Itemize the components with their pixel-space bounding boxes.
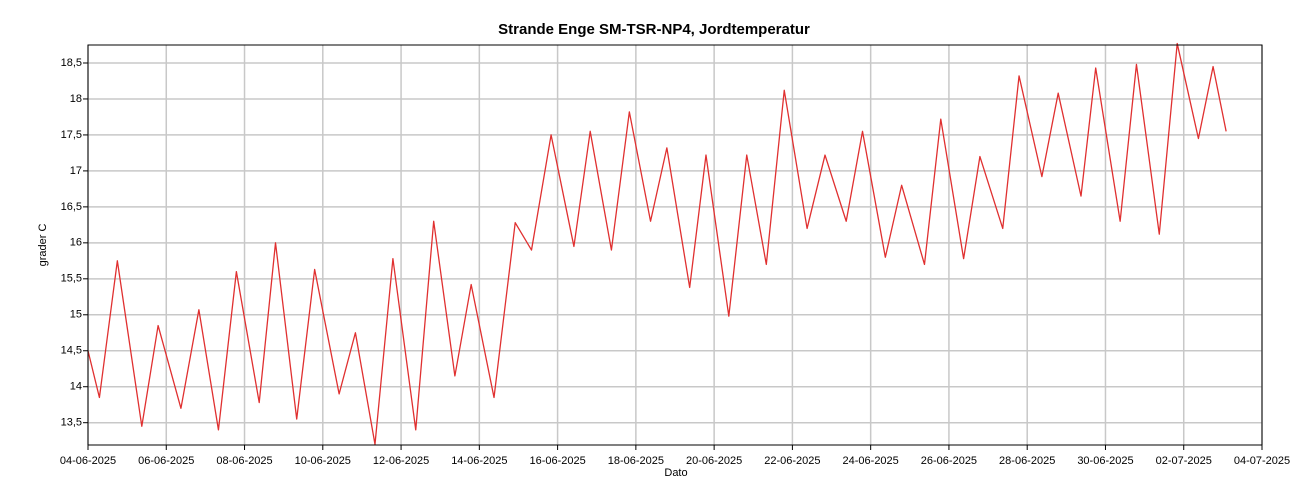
x-tick-label: 10-06-2025: [295, 455, 351, 467]
y-tick-label: 15,5: [61, 273, 82, 285]
x-tick-label: 12-06-2025: [373, 455, 429, 467]
x-tick-label: 04-06-2025: [60, 455, 116, 467]
x-tick-label: 18-06-2025: [608, 455, 664, 467]
y-tick-label: 17: [70, 165, 82, 177]
chart-title: Strande Enge SM-TSR-NP4, Jordtemperatur: [498, 21, 810, 38]
y-tick-label: 16: [70, 237, 82, 249]
x-tick-label: 06-06-2025: [138, 455, 194, 467]
y-tick-label: 14,5: [61, 345, 82, 357]
x-tick-label: 20-06-2025: [686, 455, 742, 467]
data-line: [87, 42, 1227, 445]
x-axis-label: Dato: [664, 467, 687, 479]
plot-frame: [87, 44, 1263, 446]
tick-labels: 13,5 14 14,5 15 15,5 16 16,5 17 17,5 18 18,5 04-06-…: [60, 57, 1290, 467]
x-tick-label: 14-06-2025: [451, 455, 507, 467]
y-tick-label: 18,5: [61, 57, 82, 69]
y-tick-label: 14: [70, 381, 82, 393]
x-tick-label: 04-07-2025: [1234, 455, 1290, 467]
y-tick-label: 13,5: [61, 417, 82, 429]
x-tick-label: 28-06-2025: [999, 455, 1055, 467]
x-tick-label: 02-07-2025: [1156, 455, 1212, 467]
x-tick-label: 22-06-2025: [764, 455, 820, 467]
x-tick-label: 30-06-2025: [1077, 455, 1133, 467]
y-tick-label: 16,5: [61, 201, 82, 213]
plot: [87, 42, 1227, 445]
y-axis-label: grader C: [37, 224, 49, 267]
y-tick-label: 17,5: [61, 129, 82, 141]
x-tick-label: 16-06-2025: [529, 455, 585, 467]
y-tick-label: 15: [70, 309, 82, 321]
x-tick-label: 08-06-2025: [216, 455, 272, 467]
y-tick-label: 18: [70, 93, 82, 105]
grid: [87, 45, 1263, 445]
x-tick-label: 26-06-2025: [921, 455, 977, 467]
x-tick-label: 24-06-2025: [843, 455, 899, 467]
